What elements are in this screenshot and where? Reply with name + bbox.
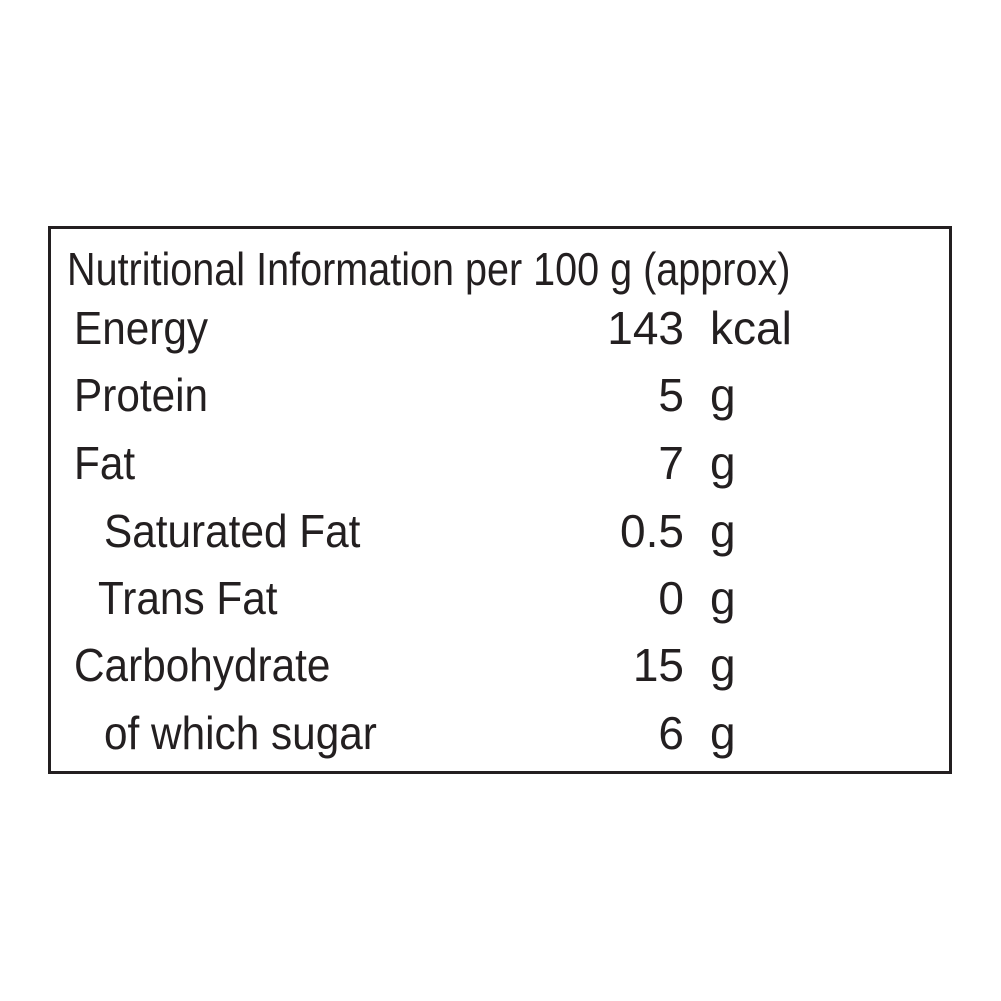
- row-value-saturated-fat: 0.5: [620, 505, 684, 557]
- row-label-carbohydrate: Carbohydrate: [74, 639, 331, 691]
- row-value-trans-fat: 0: [658, 572, 684, 624]
- row-label-saturated-fat: Saturated Fat: [104, 505, 361, 557]
- row-value-protein: 5: [658, 369, 684, 421]
- row-label-fat: Fat: [74, 437, 136, 489]
- row-unit-energy: kcal: [710, 302, 792, 354]
- row-label-energy: Energy: [74, 302, 209, 354]
- row-value-carbohydrate: 15: [632, 639, 684, 691]
- row-value-sugar: 6: [658, 707, 684, 759]
- row-label-sugar: of which sugar: [104, 707, 377, 759]
- row-value-energy: 143: [607, 302, 684, 354]
- table-title: Nutritional Information per 100 g (appro…: [67, 243, 791, 295]
- row-label-trans-fat: Trans Fat: [98, 572, 278, 624]
- row-unit-sugar: g: [710, 707, 736, 759]
- row-unit-trans-fat: g: [710, 572, 736, 624]
- row-label-protein: Protein: [74, 369, 209, 421]
- row-value-fat: 7: [658, 437, 684, 489]
- row-unit-fat: g: [710, 437, 736, 489]
- row-unit-carbohydrate: g: [710, 639, 736, 691]
- row-unit-protein: g: [710, 369, 736, 421]
- nutrition-table-border: [48, 226, 952, 774]
- row-unit-saturated-fat: g: [710, 505, 736, 557]
